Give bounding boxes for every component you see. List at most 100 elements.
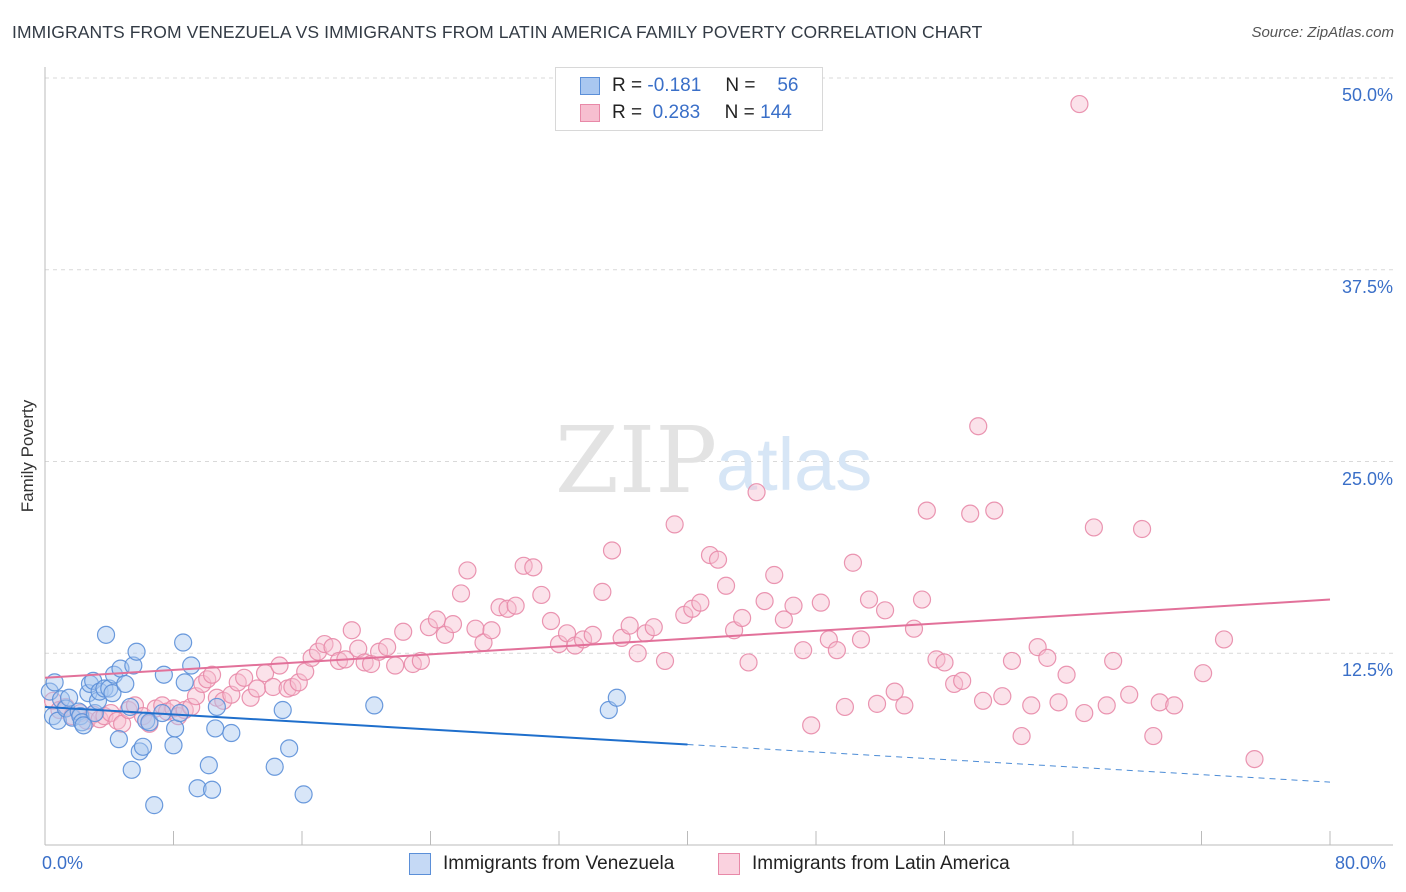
venezuela-trend-line-extrapolated [687, 744, 1331, 783]
latin-america-point [1245, 749, 1264, 769]
latin-america-point [859, 590, 879, 609]
latin-america-point [885, 682, 904, 701]
latin-america-point [394, 622, 413, 641]
latin-america-point [912, 590, 932, 609]
legend-row-latin-america: R = 0.283 N = 144 [580, 100, 792, 126]
correlation-legend: R = -0.181 N = 56 R = 0.283 N = 144 [555, 67, 823, 131]
latin-america-point [524, 558, 543, 577]
venezuela-point [607, 688, 626, 707]
legend-r-label: R = [612, 75, 643, 96]
legend-r-label: R = [612, 102, 643, 123]
latin-america-point [1022, 696, 1041, 715]
x-tick-label-max: 80.0% [1335, 853, 1387, 873]
latin-america-point [1002, 651, 1022, 671]
venezuela-point [154, 665, 173, 684]
bottom-legend-latin-america: Immigrants from Latin America [718, 851, 1010, 877]
latin-america-point [1150, 693, 1169, 712]
latin-america-point [1097, 696, 1116, 715]
latin-america-point [108, 711, 127, 730]
venezuela-point [166, 719, 185, 738]
venezuela-point [265, 757, 284, 776]
latin-america-point [228, 673, 247, 692]
latin-america-point [794, 641, 813, 660]
latin-america-point [1194, 664, 1213, 683]
latin-america-point [827, 641, 846, 660]
latin-america-point [458, 561, 477, 580]
latin-america-point [904, 619, 924, 638]
chart-title: IMMIGRANTS FROM VENEZUELA VS IMMIGRANTS … [12, 22, 983, 42]
latin-america-point [1104, 651, 1123, 671]
latin-america-point [708, 550, 728, 569]
latin-america-point [1165, 696, 1184, 715]
venezuela-point [170, 703, 190, 723]
venezuela-point [103, 684, 122, 703]
latin-america-point [851, 630, 871, 649]
venezuela-point [59, 688, 79, 707]
latin-america-point [541, 611, 561, 631]
latin-america-point [602, 541, 622, 560]
latin-america-point [620, 616, 639, 635]
legend-n-value-latin-america: 144 [760, 102, 792, 123]
latin-america-point [202, 665, 222, 684]
latin-america-point [867, 694, 887, 713]
y-axis-label: Family Poverty [18, 399, 37, 513]
latin-america-point [985, 501, 1004, 520]
y-tick-label: 50.0% [1341, 85, 1393, 105]
venezuela-point [202, 780, 222, 799]
latin-america-point [283, 677, 302, 697]
latin-america-point [973, 691, 993, 710]
venezuela-point [188, 779, 207, 798]
venezuela-point [74, 716, 93, 735]
venezuela-point [116, 674, 135, 694]
latin-america-point [235, 668, 254, 687]
latin-america-point [378, 638, 397, 657]
y-tick-label: 12.5% [1341, 660, 1393, 681]
latin-america-point [765, 565, 784, 585]
latin-america-point [835, 697, 855, 717]
latin-america-trend-line [44, 598, 1331, 679]
latin-america-point [506, 596, 525, 615]
legend-n-label: N = [724, 102, 755, 123]
venezuela-point [273, 700, 292, 720]
legend-swatch-venezuela [580, 77, 600, 95]
venezuela-point [122, 760, 141, 779]
latin-america-point [573, 630, 593, 649]
latin-america-point [747, 483, 766, 502]
latin-america-point [961, 504, 980, 523]
latin-america-point [443, 615, 463, 634]
y-tick-label: 37.5% [1341, 276, 1393, 297]
latin-america-point [739, 653, 758, 672]
x-tick-label-min: 0.0% [42, 853, 84, 873]
latin-america-point [270, 656, 289, 675]
latin-america-point [935, 653, 954, 672]
venezuela-point [280, 739, 299, 758]
venezuela-point [164, 736, 183, 755]
latin-america-point [451, 584, 471, 603]
venezuela-trend-line [44, 705, 688, 746]
latin-america-point [843, 553, 863, 572]
bottom-legend-label-venezuela: Immigrants from Venezuela [443, 853, 675, 874]
latin-america-point [811, 593, 830, 612]
latin-america-point [716, 576, 736, 595]
latin-america-point [1084, 518, 1103, 537]
legend-r-value-latin-america: 0.283 [652, 102, 701, 123]
venezuela-point [127, 642, 146, 661]
latin-america-point [1049, 693, 1068, 712]
latin-america-point [289, 673, 308, 692]
latin-america-point [427, 610, 447, 629]
venezuela-point [199, 756, 218, 775]
venezuela-point [96, 625, 116, 644]
legend-swatch-latin-america [580, 104, 600, 122]
latin-america-point [1075, 703, 1094, 723]
source-label: Source: ZipAtlas.com [1251, 24, 1394, 41]
latin-america-point [466, 619, 485, 638]
latin-america-point [593, 582, 612, 601]
latin-america-point [583, 625, 602, 644]
legend-r-value-venezuela: -0.181 [647, 75, 702, 96]
venezuela-point [222, 723, 241, 743]
venezuela-point [145, 796, 164, 815]
latin-america-point [411, 651, 430, 671]
venezuela-point [175, 673, 194, 692]
latin-america-point [1120, 685, 1139, 704]
